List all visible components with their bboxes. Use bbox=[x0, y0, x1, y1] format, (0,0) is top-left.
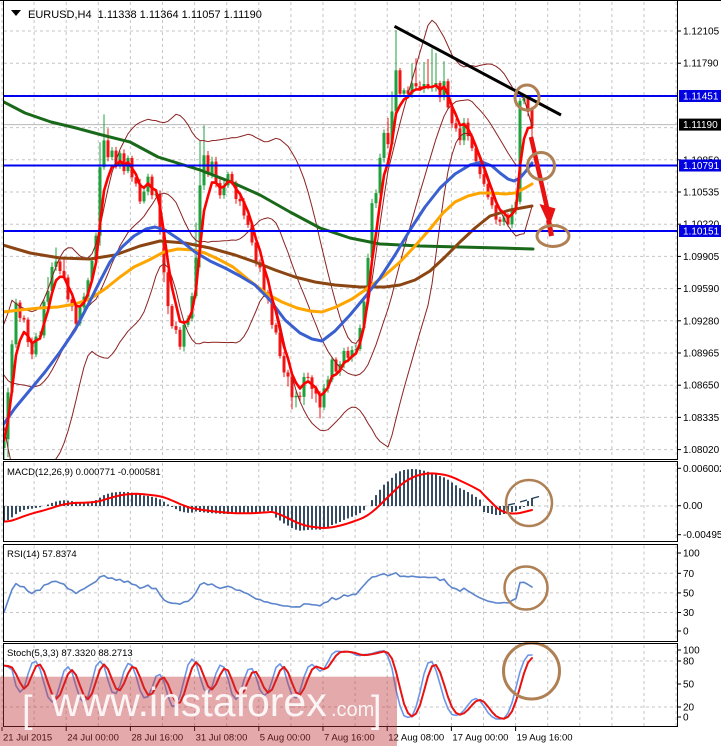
svg-text:MACD(12,26,9) 0.000771 -0.0005: MACD(12,26,9) 0.000771 -0.000581 bbox=[7, 467, 161, 478]
svg-text:30: 30 bbox=[683, 608, 695, 619]
svg-text:1.08965: 1.08965 bbox=[683, 349, 720, 360]
svg-text:28 Jul 16:00: 28 Jul 16:00 bbox=[131, 733, 183, 744]
svg-text:50: 50 bbox=[683, 680, 695, 691]
svg-text:1.08335: 1.08335 bbox=[683, 413, 720, 424]
svg-text:21 Jul 2015: 21 Jul 2015 bbox=[3, 733, 52, 744]
svg-text:1.09590: 1.09590 bbox=[683, 284, 720, 295]
svg-text:1.08020: 1.08020 bbox=[683, 445, 720, 456]
svg-text:1.12105: 1.12105 bbox=[683, 27, 720, 38]
svg-text:100: 100 bbox=[683, 549, 700, 560]
svg-text:[: [ bbox=[22, 689, 33, 731]
svg-text:5 Aug 00:00: 5 Aug 00:00 bbox=[260, 733, 311, 744]
svg-text:-0.00495: -0.00495 bbox=[683, 530, 721, 541]
svg-text:70: 70 bbox=[683, 569, 695, 580]
svg-text:50: 50 bbox=[683, 588, 695, 599]
svg-text:1.10535: 1.10535 bbox=[683, 188, 720, 199]
svg-text:0: 0 bbox=[683, 627, 689, 638]
svg-text:12 Aug 08:00: 12 Aug 08:00 bbox=[388, 733, 444, 744]
svg-text:1.11790: 1.11790 bbox=[683, 59, 719, 70]
svg-text:EURUSD,H4 1.11338 1.11364 1.1: EURUSD,H4 1.11338 1.11364 1.11057 1.1119… bbox=[28, 9, 262, 21]
svg-text:100: 100 bbox=[683, 646, 700, 657]
svg-text:.com: .com bbox=[331, 699, 374, 721]
svg-text:31 Jul 08:00: 31 Jul 08:00 bbox=[196, 733, 248, 744]
svg-text:]: ] bbox=[371, 689, 382, 731]
svg-text:www.instaforex: www.instaforex bbox=[50, 679, 327, 725]
svg-text:1.10791: 1.10791 bbox=[683, 161, 720, 172]
svg-text:1.11451: 1.11451 bbox=[683, 92, 719, 103]
svg-text:1.08650: 1.08650 bbox=[683, 381, 720, 392]
svg-text:Stoch(5,3,3) 87.3320 88.2713: Stoch(5,3,3) 87.3320 88.2713 bbox=[7, 648, 133, 659]
svg-text:17 Aug 00:00: 17 Aug 00:00 bbox=[452, 733, 508, 744]
svg-text:20: 20 bbox=[683, 703, 695, 714]
svg-text:7 Aug 16:00: 7 Aug 16:00 bbox=[324, 733, 375, 744]
svg-text:19 Aug 16:00: 19 Aug 16:00 bbox=[517, 733, 573, 744]
svg-text:1.10151: 1.10151 bbox=[683, 227, 720, 238]
svg-text:1.09905: 1.09905 bbox=[683, 252, 720, 263]
svg-text:1.09280: 1.09280 bbox=[683, 316, 720, 327]
svg-text:24 Jul 00:00: 24 Jul 00:00 bbox=[67, 733, 119, 744]
svg-text:RSI(14) 57.8374: RSI(14) 57.8374 bbox=[7, 549, 77, 560]
svg-text:0.00: 0.00 bbox=[683, 501, 703, 512]
svg-text:80: 80 bbox=[683, 657, 695, 668]
svg-text:0: 0 bbox=[683, 713, 689, 724]
svg-text:0.006002: 0.006002 bbox=[683, 464, 721, 475]
svg-text:1.11190: 1.11190 bbox=[683, 120, 718, 131]
